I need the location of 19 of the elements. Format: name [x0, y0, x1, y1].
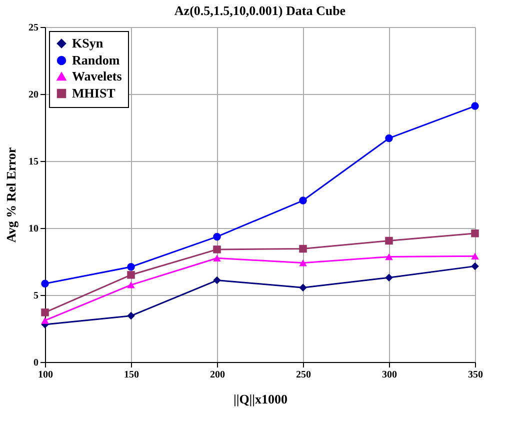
y-tick-label: 15 — [28, 156, 38, 168]
legend-label: Random — [72, 52, 120, 68]
y-tick-label: 5 — [34, 290, 38, 302]
x-tick-label: 150 — [124, 370, 139, 380]
y-tick-label: 10 — [28, 224, 38, 234]
y-tick-label: 0 — [34, 358, 38, 368]
chart-title: Az(0.5,1.5,10,0.001) Data Cube — [174, 3, 346, 18]
legend-label: MHIST — [72, 86, 116, 100]
x-tick-label: 100 — [38, 370, 53, 380]
y-tick-label: 25 — [28, 22, 38, 34]
x-tick-label: 250 — [296, 370, 311, 380]
x-tick-label: 300 — [382, 370, 397, 380]
legend-label: Wavelets — [72, 68, 122, 84]
y-tick-label: 20 — [28, 90, 38, 100]
legend-label: KSyn — [72, 36, 104, 50]
y-axis-title: Avg % Rel Error — [4, 147, 18, 243]
x-tick-label: 200 — [210, 370, 225, 380]
x-axis-title: ||Q||x1000 — [233, 392, 288, 406]
x-tick-label: 350 — [468, 370, 483, 380]
